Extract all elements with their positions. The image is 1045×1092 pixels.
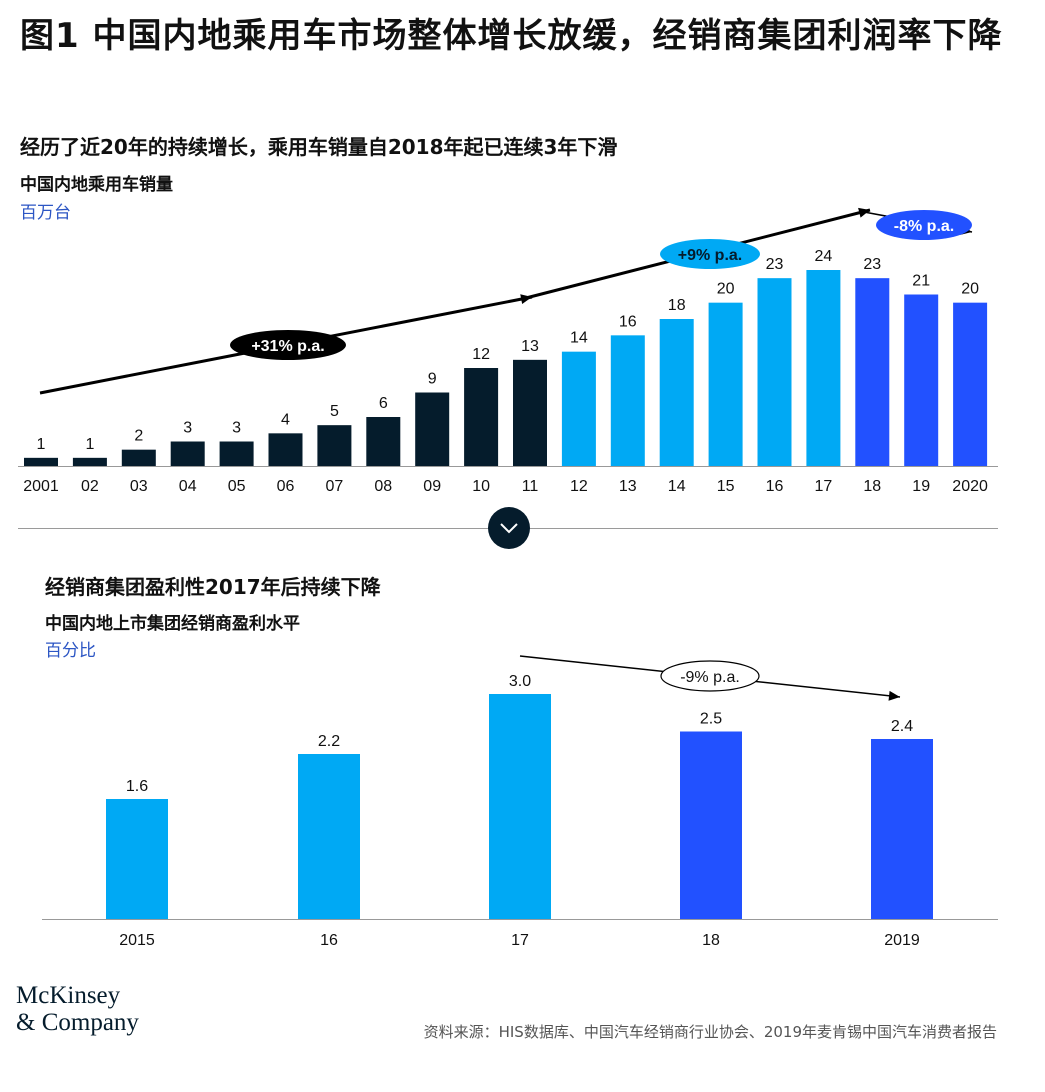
data-label: 4 — [281, 411, 290, 428]
data-label: 6 — [379, 395, 388, 412]
bar — [708, 302, 743, 466]
data-label: 5 — [330, 403, 339, 420]
data-label: 3 — [183, 420, 192, 437]
bar — [871, 739, 933, 919]
bar — [806, 270, 841, 466]
bar — [489, 694, 551, 919]
tick-label: 03 — [130, 478, 148, 495]
tick-label: 12 — [570, 478, 588, 495]
data-label: 2.5 — [700, 711, 722, 728]
bar — [317, 425, 352, 466]
bar — [464, 368, 499, 466]
cagr-label: +9% p.a. — [678, 247, 742, 264]
bar — [121, 449, 156, 466]
tick-label: 17 — [815, 478, 833, 495]
cagr-badge — [660, 660, 760, 692]
tick-label: 15 — [717, 478, 735, 495]
data-label: 2.2 — [318, 733, 340, 750]
tick-label: 2015 — [119, 932, 155, 949]
page-title: 图1 中国内地乘用车市场整体增长放缓，经销商集团利润率下降 — [20, 16, 1003, 56]
tick-label: 2019 — [884, 932, 920, 949]
tick-label: 09 — [423, 478, 441, 495]
data-label: 1 — [37, 436, 46, 453]
tick-label: 11 — [522, 478, 539, 495]
tick-label: 04 — [179, 478, 197, 495]
bar — [659, 319, 694, 466]
logo-line1: McKinsey — [16, 982, 121, 1009]
data-label: 20 — [961, 281, 979, 298]
data-label: 23 — [863, 256, 881, 273]
bar — [298, 754, 360, 919]
bar — [170, 441, 205, 466]
bar — [610, 335, 645, 466]
bar — [268, 433, 303, 466]
bar — [904, 294, 939, 466]
data-label: 24 — [815, 248, 833, 265]
data-label: 21 — [912, 273, 930, 290]
bar — [855, 278, 890, 466]
chart2-unit: 百分比 — [45, 641, 96, 661]
data-label: 14 — [570, 330, 588, 347]
cagr-badge — [230, 330, 346, 360]
logo-line2: & Company — [16, 1009, 139, 1036]
tick-label: 16 — [320, 932, 338, 949]
data-label: 3 — [232, 420, 241, 437]
tick-label: 16 — [766, 478, 784, 495]
data-label: 13 — [521, 338, 539, 355]
tick-label: 02 — [81, 478, 99, 495]
cagr-label: -9% p.a. — [680, 669, 740, 686]
data-label: 18 — [668, 297, 686, 314]
tick-label: 07 — [326, 478, 344, 495]
chevron-down-icon — [500, 523, 518, 534]
data-label: 2.4 — [891, 718, 913, 735]
arrow-head — [888, 690, 900, 701]
data-label: 1 — [85, 436, 94, 453]
bar — [757, 278, 792, 466]
tick-label: 2020 — [952, 478, 988, 495]
bar — [680, 731, 742, 919]
chart2-subtitle: 经销商集团盈利性2017年后持续下降 — [45, 575, 381, 599]
chart1-ylabel: 中国内地乘用车销量 — [20, 175, 173, 195]
bar — [953, 302, 988, 466]
data-label: 9 — [428, 371, 437, 388]
tick-label: 18 — [702, 932, 720, 949]
bar — [24, 457, 58, 466]
bar — [72, 457, 107, 466]
tick-label: 19 — [912, 478, 930, 495]
tick-label: 17 — [511, 932, 529, 949]
cagr-label: -8% p.a. — [894, 218, 954, 235]
chart1-subtitle: 经历了近20年的持续增长，乘用车销量自2018年起已连续3年下滑 — [20, 135, 618, 159]
data-label: 20 — [717, 281, 735, 298]
bar — [219, 441, 254, 466]
data-label: 23 — [766, 256, 784, 273]
chart2-ylabel: 中国内地上市集团经销商盈利水平 — [45, 614, 300, 634]
sales-bar-chart: 1 2001 1 02 2 03 3 04 3 05 4 06 5 07 6 08 9 09 12 10 13 11 14 1… — [18, 207, 998, 495]
bar — [513, 359, 547, 466]
tick-label: 13 — [619, 478, 637, 495]
expand-button[interactable] — [488, 507, 530, 549]
data-label: 3.0 — [509, 673, 531, 690]
data-label: 2 — [134, 428, 143, 445]
tick-label: 05 — [228, 478, 246, 495]
tick-label: 10 — [472, 478, 490, 495]
data-label: 1.6 — [126, 778, 148, 795]
chart1-unit: 百万台 — [20, 203, 71, 223]
bar — [106, 799, 168, 919]
data-label: 16 — [619, 313, 637, 330]
bar — [561, 351, 596, 466]
profitability-bar-chart: 1.6 2015 2.2 16 3.0 17 2.5 18 2.4 2019 -9% p.a. — [42, 655, 998, 949]
source-note: 资料来源：HIS数据库、中国汽车经销商行业协会、2019年麦肯锡中国汽车消费者报… — [423, 1023, 997, 1041]
tick-label: 08 — [374, 478, 392, 495]
tick-label: 18 — [863, 478, 881, 495]
bar — [415, 392, 450, 466]
cagr-badge — [660, 239, 760, 269]
cagr-badge — [876, 210, 972, 240]
tick-label: 14 — [668, 478, 686, 495]
bar — [366, 417, 401, 466]
cagr-label: +31% p.a. — [251, 338, 324, 355]
data-label: 12 — [472, 346, 490, 363]
tick-label: 2001 — [23, 478, 59, 495]
mckinsey-logo: McKinsey & Company — [16, 982, 139, 1036]
tick-label: 06 — [277, 478, 295, 495]
